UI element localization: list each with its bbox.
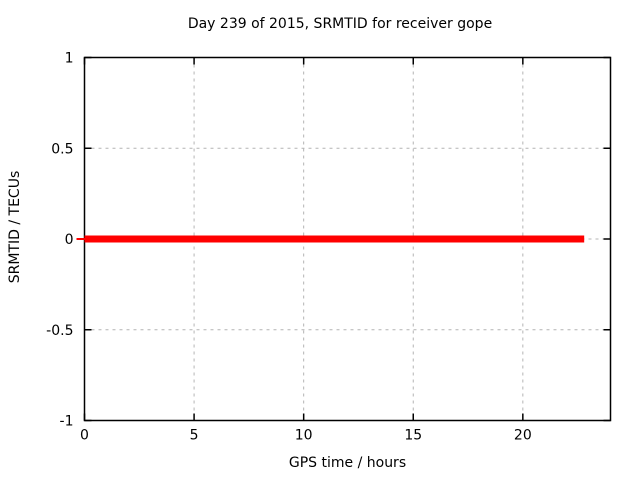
x-tick-label: 15 <box>404 428 422 444</box>
y-tick-label: 0.5 <box>51 141 73 157</box>
x-tick-label: 5 <box>190 428 199 444</box>
x-axis-label: GPS time / hours <box>288 455 407 471</box>
y-tick-label: 0 <box>65 232 74 248</box>
x-tick-label: 10 <box>295 428 313 444</box>
y-tick-label: -1 <box>60 414 74 430</box>
x-tick-label: 0 <box>80 428 89 444</box>
y-tick-label: -0.5 <box>46 323 73 339</box>
x-tick-label: 20 <box>514 428 532 444</box>
y-tick-label: 1 <box>65 51 74 67</box>
chart-title: Day 239 of 2015, SRMTID for receiver gop… <box>187 16 493 32</box>
